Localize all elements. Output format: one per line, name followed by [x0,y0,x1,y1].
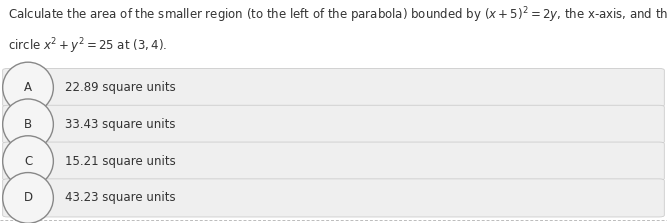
FancyBboxPatch shape [3,179,664,217]
Ellipse shape [3,136,53,186]
Text: 15.21 square units: 15.21 square units [65,155,176,168]
Text: D: D [23,191,33,204]
Text: C: C [24,155,32,168]
Text: 43.23 square units: 43.23 square units [65,191,176,204]
Text: 22.89 square units: 22.89 square units [65,81,176,94]
Text: Calculate the area of the smaller region (to the left of the parabola) bounded b: Calculate the area of the smaller region… [8,6,667,25]
Ellipse shape [3,99,53,150]
Text: A: A [24,81,32,94]
FancyBboxPatch shape [3,68,664,107]
Text: 33.43 square units: 33.43 square units [65,118,176,131]
FancyBboxPatch shape [3,105,664,143]
Ellipse shape [3,173,53,223]
FancyBboxPatch shape [3,142,664,180]
Text: B: B [24,118,32,131]
Ellipse shape [3,62,53,113]
Text: circle $x^2+y^2=25$ at $(3,4)$.: circle $x^2+y^2=25$ at $(3,4)$. [8,37,167,56]
